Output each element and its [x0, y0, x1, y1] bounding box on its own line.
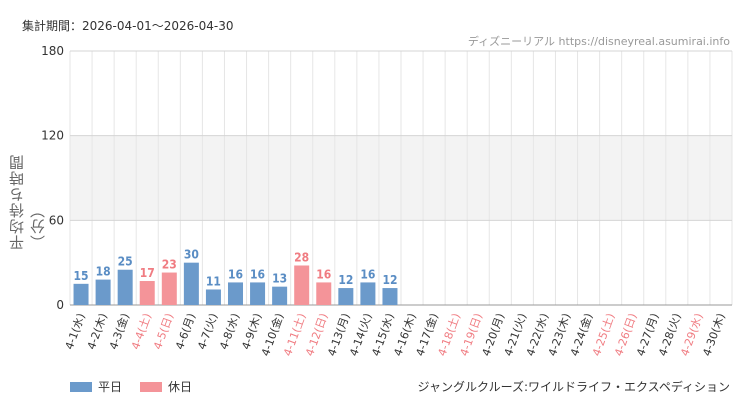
data-label: 13 — [272, 272, 287, 286]
legend: 平日 休日 — [70, 378, 192, 395]
x-tick-label-group: 4-9(木) — [239, 312, 264, 352]
x-tick-label: 4-3(金) — [106, 311, 132, 351]
legend-weekday-label: 平日 — [98, 380, 123, 394]
bar — [228, 282, 243, 305]
data-label: 16 — [316, 267, 331, 281]
data-label: 12 — [382, 273, 397, 287]
data-label: 25 — [118, 255, 133, 269]
bar — [73, 283, 89, 305]
bar — [338, 288, 354, 305]
data-label: 30 — [184, 248, 199, 262]
x-tick-label-group: 4-6(月) — [173, 312, 198, 352]
legend-weekday-swatch — [70, 381, 92, 392]
data-label: 11 — [206, 274, 221, 288]
x-tick-label-group: 4-4(土) — [129, 312, 154, 352]
y-tick-label: 0 — [56, 298, 64, 312]
legend-weekday: 平日 — [70, 378, 122, 395]
bar — [294, 265, 310, 305]
x-tick-label-group: 4-2(木) — [85, 312, 110, 352]
x-tick-label: 4-9(木) — [239, 312, 264, 352]
data-label: 12 — [338, 273, 353, 287]
data-label: 17 — [140, 266, 155, 280]
y-tick-label: 60 — [49, 213, 64, 227]
bar — [95, 279, 111, 305]
x-tick-label: 4-1(水) — [63, 312, 88, 352]
x-tick-label: 4-5(日) — [151, 312, 176, 352]
period-label: 集計期間：2026-04-01〜2026-04-30 — [22, 19, 234, 33]
data-label: 18 — [96, 265, 111, 279]
x-tick-label: 4-4(土) — [129, 312, 154, 352]
legend-holiday-swatch — [140, 381, 163, 392]
x-tick-label: 4-6(月) — [173, 312, 198, 352]
y-tick-label: 180 — [41, 44, 64, 58]
site-credit: ディズニーリアル https://disneyreal.asumirai.inf… — [467, 35, 730, 48]
bar — [205, 289, 221, 305]
bar — [139, 281, 155, 305]
data-label: 28 — [294, 250, 309, 264]
bar — [316, 282, 332, 305]
data-label: 15 — [74, 269, 89, 283]
bar — [161, 272, 177, 305]
attraction-name: ジャングルクルーズ:ワイルドライフ・エクスペディション — [417, 380, 730, 394]
bar — [183, 262, 199, 305]
data-label: 23 — [162, 258, 177, 272]
bar — [360, 282, 376, 305]
bar — [250, 282, 266, 305]
legend-holiday-label: 休日 — [168, 380, 193, 394]
x-tick-label-group: 4-5(日) — [151, 312, 176, 352]
x-tick-label-group: 4-3(金) — [106, 311, 132, 351]
y-tick-label: 120 — [41, 129, 64, 143]
x-tick-label-group: 4-7(火) — [195, 312, 220, 352]
data-label: 16 — [250, 267, 265, 281]
x-tick-label: 4-2(木) — [85, 312, 110, 352]
x-tick-label: 4-7(火) — [195, 312, 220, 352]
x-tick-label-group: 4-8(水) — [217, 312, 242, 352]
x-tick-label-group: 4-1(水) — [63, 312, 88, 352]
bar — [117, 269, 133, 305]
bar — [382, 288, 398, 305]
bar — [272, 286, 288, 305]
data-label: 16 — [360, 267, 375, 281]
x-tick-label: 4-8(水) — [217, 312, 242, 352]
legend-holiday: 休日 — [140, 378, 192, 395]
data-label: 16 — [228, 267, 243, 281]
